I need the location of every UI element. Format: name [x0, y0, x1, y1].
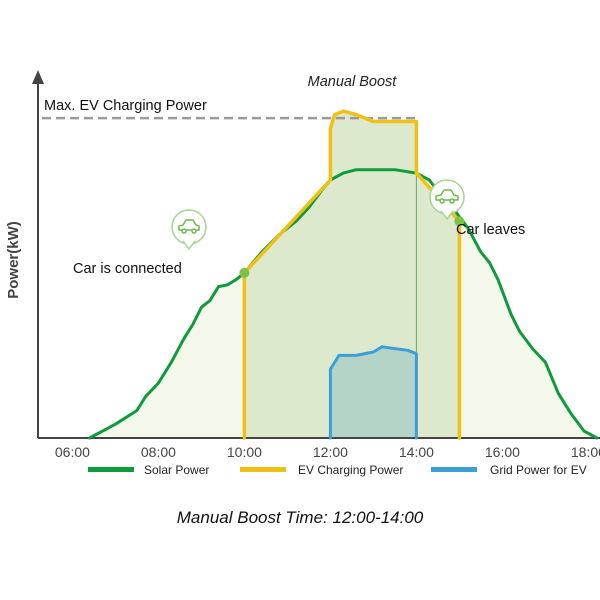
max-ev-charging-power-label: Max. EV Charging Power	[44, 98, 207, 114]
grid-power-area-fill	[330, 346, 417, 438]
car-leaves-point	[454, 216, 465, 227]
car-leave-icon	[429, 179, 465, 221]
legend-label-solar: Solar Power	[144, 463, 209, 477]
grid-power-line	[328, 345, 418, 440]
x-tick-label: 16:00	[485, 444, 520, 460]
legend-swatch-solar	[88, 467, 134, 472]
legend-label-grid: Grid Power for EV	[490, 463, 587, 477]
x-tick-label: 06:00	[55, 444, 90, 460]
car-connected-point	[239, 267, 250, 278]
x-tick-labels: 06:00 08:00 10:00 12:00 14:00 16:00 18:00	[55, 444, 600, 460]
legend-label-ev: EV Charging Power	[298, 463, 403, 477]
y-axis-title: Power(kW)	[5, 221, 22, 299]
ev-charging-power-line	[242, 109, 462, 440]
boost-title: Manual Boost	[308, 74, 398, 90]
solar-power-line	[88, 168, 599, 440]
x-tick-label: 14:00	[399, 444, 434, 460]
car-connect-icon	[171, 209, 207, 251]
y-axis-arrow	[32, 70, 44, 84]
legend-swatch-grid	[431, 467, 477, 472]
x-tick-label: 08:00	[141, 444, 176, 460]
legend-swatch-ev	[240, 467, 286, 472]
car-leaves-label: Car leaves	[456, 222, 525, 238]
caption: Manual Boost Time: 12:00-14:00	[176, 508, 424, 527]
x-tick-label: 18:00	[571, 444, 600, 460]
x-tick-label: 12:00	[313, 444, 348, 460]
x-tick-label: 10:00	[227, 444, 262, 460]
legend: Solar Power EV Charging Power Grid Power…	[88, 463, 587, 477]
car-connected-label: Car is connected	[73, 261, 182, 277]
